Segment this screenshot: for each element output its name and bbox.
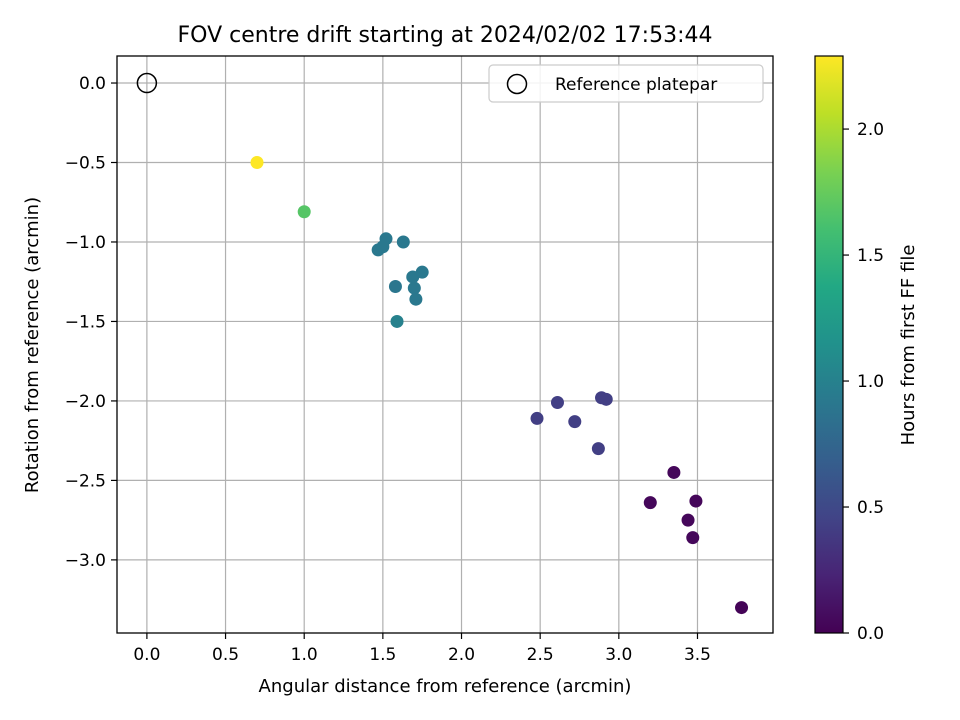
x-tick-label: 1.5 (369, 645, 396, 665)
x-tick-label: 0.0 (133, 645, 160, 665)
x-tick-label: 0.5 (212, 645, 239, 665)
x-axis-ticks: 0.0 0.5 1.0 1.5 2.0 2.5 3.0 3.5 (133, 633, 711, 665)
data-point (689, 494, 703, 508)
data-point (550, 396, 564, 410)
x-tick-label: 3.5 (684, 645, 711, 665)
data-point (681, 513, 695, 527)
colorbar-tick-label: 1.5 (857, 246, 884, 266)
colorbar-label: Hours from first FF file (898, 245, 919, 446)
data-point (530, 411, 544, 425)
data-point (686, 531, 700, 545)
x-tick-label: 2.5 (527, 645, 554, 665)
y-tick-label: −0.5 (65, 153, 106, 173)
y-tick-label: −3.0 (65, 551, 106, 571)
data-point (390, 314, 404, 328)
data-point (568, 415, 582, 429)
data-point (407, 281, 421, 295)
colorbar-tick-label: 1.0 (857, 372, 884, 392)
colorbar-tick-label: 0.5 (857, 498, 884, 518)
legend: Reference platepar (488, 64, 764, 103)
legend-box (488, 64, 764, 103)
data-point (643, 496, 657, 510)
data-point (379, 232, 393, 246)
x-tick-label: 1.0 (291, 645, 318, 665)
y-axis-label: Rotation from reference (arcmin) (22, 197, 43, 493)
colorbar: 0.0 0.5 1.0 1.5 2.0 Hours from first FF file (814, 55, 919, 644)
reference-point-marker (136, 72, 158, 94)
data-point (591, 442, 605, 456)
y-tick-label: 0.0 (79, 74, 106, 94)
data-point (396, 235, 410, 249)
y-tick-label: −1.5 (65, 312, 106, 332)
x-tick-label: 3.0 (605, 645, 632, 665)
data-point (415, 265, 429, 279)
colorbar-tick-label: 2.0 (857, 120, 884, 140)
colorbar-tick-label: 0.0 (857, 624, 884, 644)
colorbar-gradient (814, 55, 844, 634)
data-point (388, 279, 402, 293)
grid (117, 56, 773, 633)
y-tick-label: −2.0 (65, 392, 106, 412)
plot-frame (116, 55, 774, 634)
y-axis-ticks: 0.0 −0.5 −1.0 −1.5 −2.0 −2.5 −3.0 (65, 74, 117, 571)
data-point (250, 155, 264, 169)
legend-entry-reference: Reference platepar (555, 75, 717, 95)
data-point (297, 205, 311, 219)
y-tick-label: −2.5 (65, 471, 106, 491)
x-tick-label: 2.0 (448, 645, 475, 665)
legend-open-circle-icon (506, 73, 528, 95)
chart-title: FOV centre drift starting at 2024/02/02 … (178, 23, 713, 48)
data-point (409, 292, 423, 306)
x-axis-label: Angular distance from reference (arcmin) (259, 676, 632, 697)
data-point (735, 601, 749, 615)
colorbar-ticks: 0.0 0.5 1.0 1.5 2.0 (843, 120, 884, 644)
data-points (136, 72, 749, 615)
y-tick-label: −1.0 (65, 233, 106, 253)
data-point (667, 465, 681, 479)
data-point (599, 392, 613, 406)
